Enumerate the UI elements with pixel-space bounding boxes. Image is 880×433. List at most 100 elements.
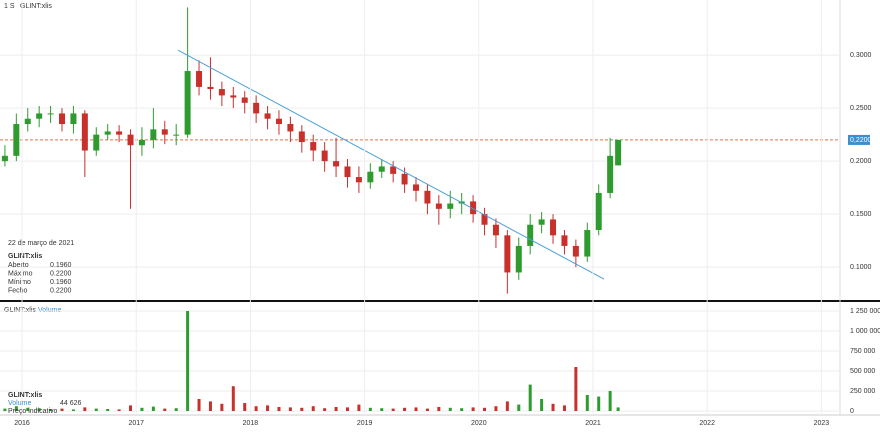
volume-bar [49, 409, 53, 411]
volume-bar [471, 407, 475, 411]
y-tick-label: 0.2000 [850, 158, 872, 165]
y-tick-label: 0.2500 [850, 105, 872, 112]
candle-body [607, 155, 614, 193]
candle-body [424, 190, 431, 204]
candle-body [59, 113, 66, 125]
candle-body [481, 214, 488, 225]
candle-body [615, 139, 622, 166]
volume-bar [37, 408, 41, 411]
volume-bar [129, 405, 133, 411]
candle-body [184, 71, 191, 135]
candle-body [138, 139, 145, 146]
info-label: Mínimo [8, 279, 31, 286]
volume-bar [437, 407, 441, 411]
candle-body [298, 131, 305, 143]
candle-body [241, 97, 248, 103]
y-tick-label: 1 000 000 [850, 328, 880, 335]
candle-body [321, 150, 328, 162]
candle-body [344, 166, 351, 178]
volume-bar [60, 408, 64, 411]
volume-bar [277, 407, 281, 411]
candle-body [230, 95, 237, 98]
volume-bar [391, 408, 395, 411]
candle-body [81, 113, 88, 151]
x-tick-label: 2017 [128, 420, 144, 427]
candle-body [584, 230, 591, 257]
legend-symbol: GLINT:xlis [8, 392, 42, 399]
info-label: Aberto [8, 262, 29, 269]
info-value: 0.1960 [50, 262, 72, 269]
volume-bar [117, 409, 121, 411]
y-tick-label: 500 000 [850, 368, 875, 375]
x-tick-label: 2023 [814, 420, 830, 427]
trendline [177, 49, 605, 280]
info-date: 22 de março de 2021 [8, 240, 74, 247]
info-value: 0.2200 [50, 287, 72, 294]
volume-bar [368, 407, 372, 411]
volume-bar [83, 407, 87, 411]
volume-bar [311, 406, 315, 411]
price-level-badge [848, 134, 870, 145]
volume-bar [243, 403, 247, 411]
candle-body [390, 166, 397, 174]
x-tick-label: 2019 [357, 420, 373, 427]
candle-body [287, 124, 294, 132]
candle-body [161, 129, 168, 135]
info-value: 0.1960 [50, 279, 72, 286]
volume-bar [163, 408, 167, 411]
candle-body [1, 155, 8, 162]
candle-body [595, 192, 602, 231]
candle-body [550, 219, 557, 236]
volume-bar [494, 406, 498, 411]
info-value: 0.2200 [50, 270, 72, 277]
volume-bar [254, 406, 258, 411]
candle-body [367, 171, 374, 183]
volume-bar [208, 401, 212, 411]
candle-body [401, 173, 408, 185]
legend-value: 44 626 [60, 400, 82, 407]
volume-bar [186, 311, 190, 411]
volume-bar [323, 408, 327, 411]
y-tick-label: 0.3000 [850, 52, 872, 59]
candle-body [515, 245, 522, 273]
candle-body [413, 184, 420, 191]
x-tick-label: 2021 [585, 420, 601, 427]
volume-symbol: GLINT:xlis [4, 307, 36, 314]
volume-bar [140, 407, 144, 411]
volume-bar [448, 407, 452, 411]
volume-bar [517, 404, 521, 411]
volume-bar [528, 384, 532, 411]
volume-bar [288, 407, 292, 411]
info-symbol: GLINT:xlis [8, 253, 42, 260]
legend-name: Volume [8, 400, 31, 407]
symbol: GLINT:xlis [20, 3, 52, 10]
y-tick-label: 0.1500 [850, 211, 872, 218]
candle-body [24, 118, 31, 125]
volume-bar [197, 399, 201, 411]
candle-body [572, 245, 579, 257]
volume-bar [345, 407, 349, 411]
candle-body [333, 161, 340, 167]
legend-note: Preço indicativo [8, 408, 58, 415]
candle-body [196, 71, 203, 87]
volume-bar [266, 405, 270, 411]
candle-body [104, 131, 111, 135]
interval: 1 S [4, 3, 15, 10]
volume-bar [3, 408, 7, 411]
volume-bar [551, 403, 555, 411]
volume-bar [425, 408, 429, 411]
volume-bar [403, 407, 407, 411]
candle-body [70, 113, 77, 125]
candle-body [527, 224, 534, 246]
volume-bar [26, 407, 30, 411]
candle-body [253, 102, 260, 114]
volume-bar [220, 403, 224, 411]
candle-body [218, 89, 225, 96]
candle-body [275, 118, 282, 125]
candle-body [47, 113, 54, 115]
x-tick-label: 2016 [14, 420, 30, 427]
x-tick-label: 2022 [699, 420, 715, 427]
x-tick-label: 2018 [243, 420, 259, 427]
